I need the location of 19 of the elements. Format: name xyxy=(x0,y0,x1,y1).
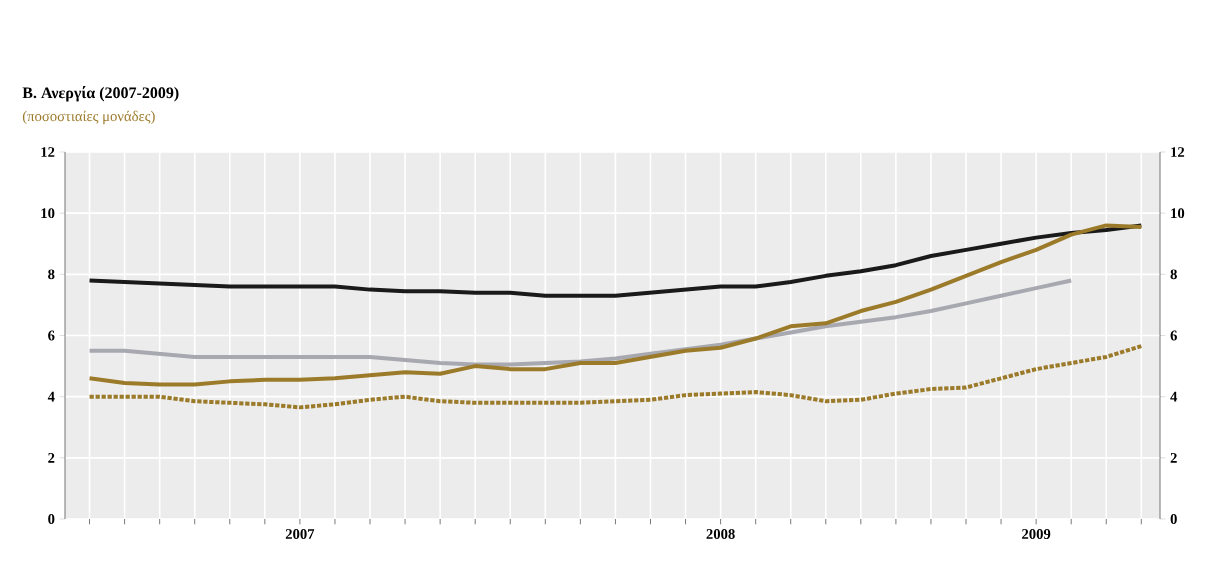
y-tick-label: 10 xyxy=(41,208,55,219)
y2-tick-label: 6 xyxy=(1170,330,1177,341)
y2-tick-label: 2 xyxy=(1170,452,1177,463)
chart-subtitle: (ποσοστιαίες μονάδες) xyxy=(22,110,155,125)
y2-tick-label: 4 xyxy=(1170,391,1178,402)
y-tick-label: 2 xyxy=(48,452,55,463)
y-tick-label: 6 xyxy=(48,330,55,341)
y2-tick-label: 10 xyxy=(1171,208,1185,219)
y2-tick-label: 12 xyxy=(1171,147,1185,157)
y-tick-label: 0 xyxy=(48,514,55,524)
x-tick-label: 2008 xyxy=(706,529,735,539)
x-tick-label: 2007 xyxy=(285,529,315,539)
y-tick-label: 12 xyxy=(41,147,55,157)
y-tick-label: 8 xyxy=(48,269,55,280)
y2-tick-label: 8 xyxy=(1170,269,1177,280)
x-tick-label: 2009 xyxy=(1022,529,1051,539)
chart-title: Β. Ανεργία (2007-2009) xyxy=(22,86,179,102)
y2-tick-label: 0 xyxy=(1170,514,1177,524)
y-tick-label: 4 xyxy=(47,391,55,402)
